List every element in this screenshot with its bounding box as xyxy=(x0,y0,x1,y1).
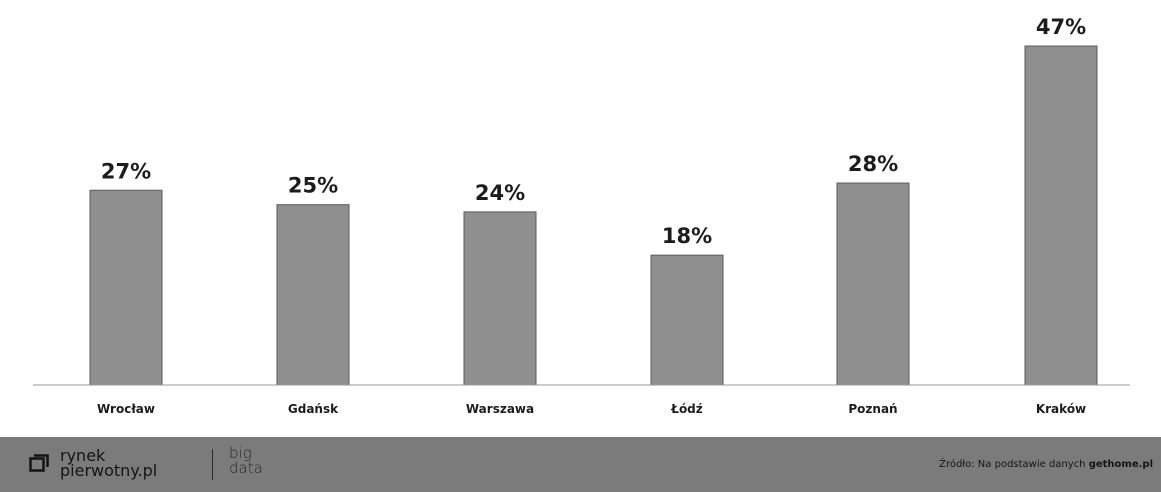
value-label-gdansk: 25% xyxy=(288,174,338,198)
category-label-krakow: Kraków xyxy=(1036,402,1086,416)
source-name: gethome.pl xyxy=(1088,459,1153,470)
bar-chart: 27% Wrocław 25% Gdańsk 24% Warszawa 18% Łódź 28%… xyxy=(33,15,1130,416)
brand-logo-text: rynek pierwotny.pl xyxy=(60,446,158,480)
category-label-wroclaw: Wrocław xyxy=(97,402,155,416)
bigdata-line-2: data xyxy=(229,459,263,477)
bar-lodz xyxy=(650,254,724,386)
bar-warszawa xyxy=(463,211,537,386)
value-label-wroclaw: 27% xyxy=(101,159,151,183)
bar-wroclaw xyxy=(89,189,163,386)
category-label-gdansk: Gdańsk xyxy=(288,402,339,416)
bar-krakow xyxy=(1024,45,1098,386)
source-note: Źródło: Na podstawie danych gethome.pl xyxy=(939,459,1153,470)
bar-poznan xyxy=(836,182,910,386)
category-label-poznan: Poznań xyxy=(848,402,897,416)
bar-gdansk xyxy=(276,204,350,386)
brand-line-1: rynek xyxy=(60,446,106,465)
category-label-lodz: Łódź xyxy=(670,402,703,416)
value-label-poznan: 28% xyxy=(848,152,898,176)
value-label-lodz: 18% xyxy=(662,224,712,248)
value-label-krakow: 47% xyxy=(1036,15,1086,39)
footer-bar: rynek pierwotny.pl big data Źródło: Na p… xyxy=(0,437,1161,492)
category-label-warszawa: Warszawa xyxy=(466,402,534,416)
logo-divider xyxy=(212,449,213,480)
logo-square-icon xyxy=(29,454,49,472)
bars-layer xyxy=(89,45,1098,386)
value-label-warszawa: 24% xyxy=(475,181,525,205)
labels-layer: 27% Wrocław 25% Gdańsk 24% Warszawa 18% Łódź 28%… xyxy=(97,15,1086,416)
bigdata-logo-text: big data xyxy=(229,446,263,476)
bigdata-line-1: big xyxy=(229,444,252,462)
brand-line-2: pierwotny.pl xyxy=(60,461,158,480)
source-prefix: Źródło: Na podstawie danych xyxy=(939,459,1089,470)
